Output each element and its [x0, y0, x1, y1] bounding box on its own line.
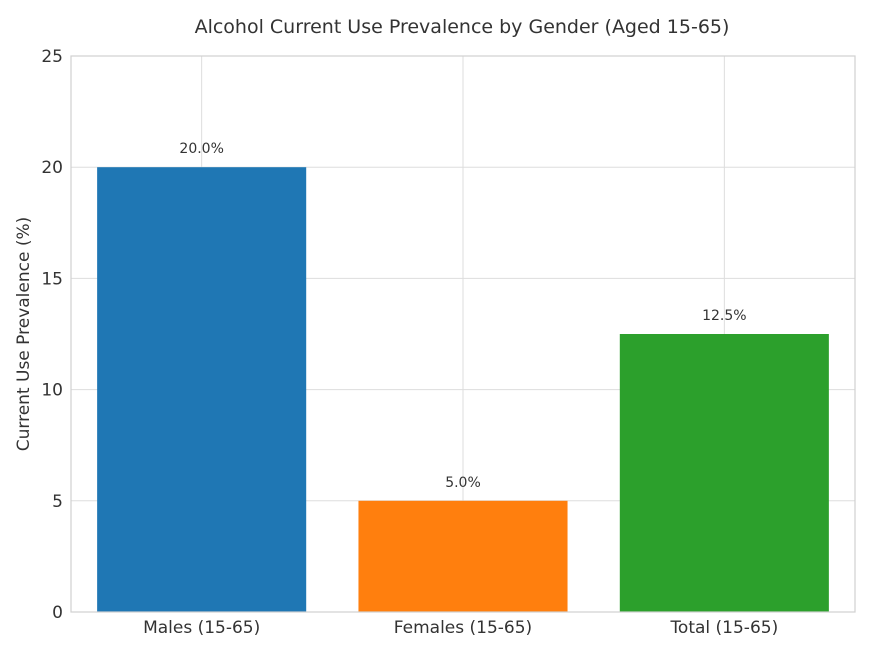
bar-value-label: 20.0% [179, 141, 223, 157]
x-tick-label: Total (15-65) [669, 618, 778, 638]
bar [619, 334, 829, 612]
x-tick-label: Males (15-65) [143, 618, 260, 638]
bar-value-label: 5.0% [445, 475, 481, 491]
chart-title: Alcohol Current Use Prevalence by Gender… [195, 16, 730, 38]
x-tick-label: Females (15-65) [394, 618, 532, 638]
y-tick-label: 10 [41, 381, 63, 401]
y-axis-ticks: 0 5 10 15 20 25 [41, 47, 63, 623]
bar [358, 500, 568, 612]
bar [97, 167, 307, 612]
x-axis-ticks: Males (15-65) Females (15-65) Total (15-65… [143, 618, 778, 638]
bars [97, 167, 829, 612]
bar-value-label: 12.5% [702, 308, 746, 324]
y-tick-label: 5 [52, 492, 63, 512]
y-axis-label: Current Use Prevalence (%) [14, 217, 34, 452]
y-tick-label: 25 [41, 47, 63, 67]
value-labels: 20.0% 5.0% 12.5% [179, 141, 746, 491]
y-tick-label: 15 [41, 269, 63, 289]
y-tick-label: 20 [41, 158, 63, 178]
y-tick-label: 0 [52, 603, 63, 623]
plot-frame [70, 55, 856, 613]
